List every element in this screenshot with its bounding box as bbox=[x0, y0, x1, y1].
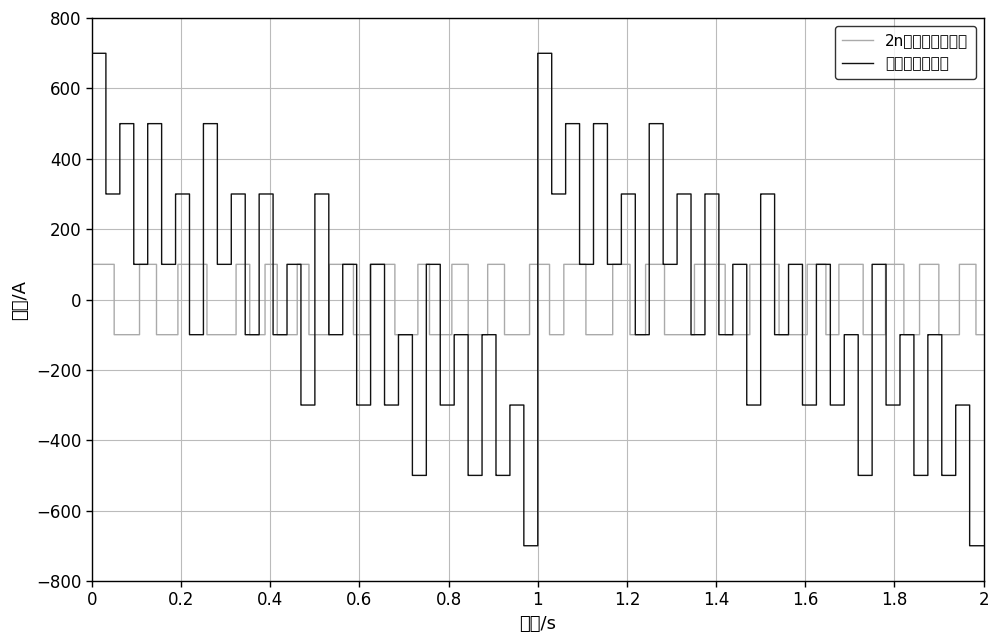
2n序列伪随机信号 bbox=[185, 260, 197, 268]
方波叠加后信号 bbox=[86, 50, 98, 57]
X-axis label: 时间/s: 时间/s bbox=[519, 615, 556, 633]
2n序列伪随机信号 bbox=[755, 260, 767, 268]
方波叠加后信号 bbox=[755, 190, 767, 198]
方波叠加后信号 bbox=[371, 260, 383, 268]
方波叠加后信号 bbox=[875, 260, 887, 268]
方波叠加后信号 bbox=[185, 331, 197, 339]
Legend: 2n序列伪随机信号, 方波叠加后信号: 2n序列伪随机信号, 方波叠加后信号 bbox=[835, 26, 976, 79]
Y-axis label: 幅値/A: 幅値/A bbox=[11, 279, 29, 319]
2n序列伪随机信号 bbox=[978, 331, 990, 339]
方波叠加后信号 bbox=[844, 331, 856, 339]
2n序列伪随机信号 bbox=[875, 331, 887, 339]
方波叠加后信号 bbox=[810, 401, 822, 409]
Line: 2n序列伪随机信号: 2n序列伪随机信号 bbox=[92, 264, 984, 335]
方波叠加后信号 bbox=[978, 542, 990, 549]
2n序列伪随机信号 bbox=[810, 260, 822, 268]
2n序列伪随机信号 bbox=[371, 260, 383, 268]
方波叠加后信号 bbox=[518, 542, 530, 549]
2n序列伪随机信号 bbox=[86, 260, 98, 268]
Line: 方波叠加后信号: 方波叠加后信号 bbox=[92, 53, 984, 545]
2n序列伪随机信号 bbox=[108, 331, 120, 339]
2n序列伪随机信号 bbox=[844, 260, 856, 268]
